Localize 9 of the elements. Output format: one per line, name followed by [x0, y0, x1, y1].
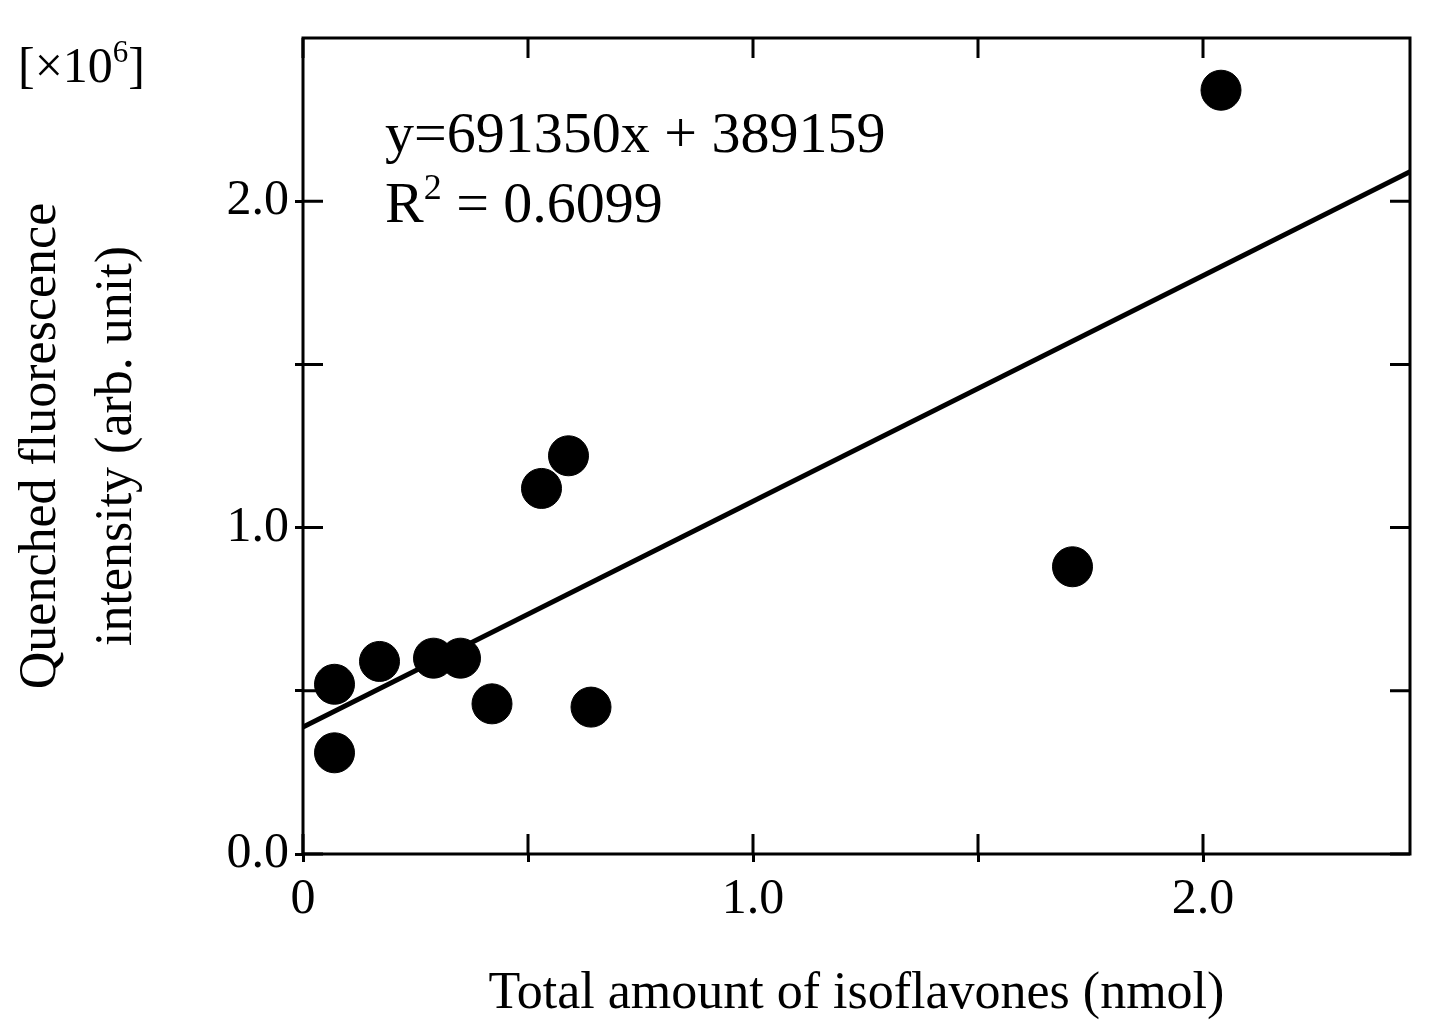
annotation: y=691350x + 389159 [385, 100, 886, 165]
x-tick-label: 0 [290, 868, 316, 925]
y-tick-label: 2.0 [226, 169, 289, 226]
x-tick-label: 2.0 [1171, 868, 1235, 925]
y-axis-title: Quenched fluorescence intensity (arb. unit) [9, 202, 143, 690]
y-tick-label: 1.0 [226, 495, 289, 552]
x-axis-title: Total amount of isoflavones (nmol) [488, 962, 1225, 1021]
y-tick-label: 0.0 [226, 822, 289, 879]
x-tick-label: 1.0 [721, 868, 785, 925]
